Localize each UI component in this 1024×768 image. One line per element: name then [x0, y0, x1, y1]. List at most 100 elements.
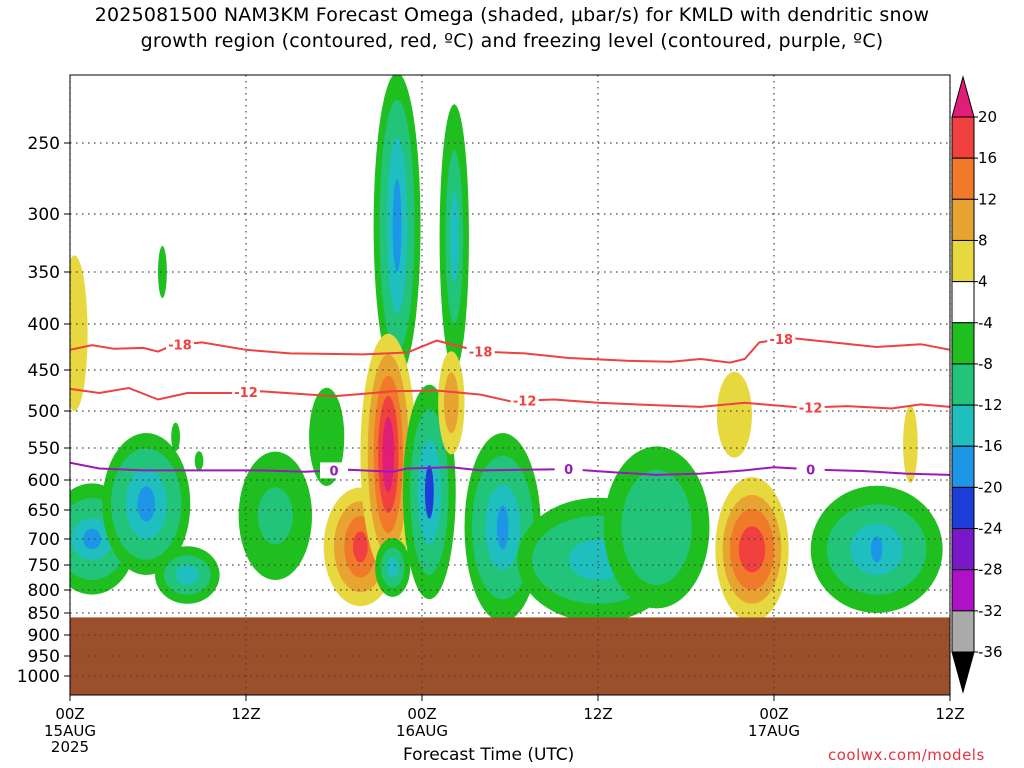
- contour-label-bg-0-2: [796, 461, 825, 478]
- contour-layer: -18 -18 -18 -12 -12 -12 0 0 0: [70, 330, 950, 479]
- contour-label-bg--18-2: [767, 330, 796, 347]
- omega-area-3-level-1: [257, 487, 293, 545]
- y-tick-label-250: 250: [28, 134, 60, 154]
- chart-title-line-1: 2025081500 NAM3KM Forecast Omega (shaded…: [94, 4, 930, 26]
- x-tick-label-48: 00Z: [759, 705, 788, 723]
- y-axis-ticks: 2503003504004505005506006507007508008509…: [17, 134, 70, 687]
- y-tick-label-600: 600: [28, 471, 60, 491]
- colorbar-label-3: 8: [978, 231, 988, 249]
- omega-area-22-level-0: [70, 255, 88, 411]
- contour-label-bg--18-1: [466, 343, 495, 360]
- x-tick-sublabel-24-0: 16AUG: [396, 722, 448, 740]
- colorbar-label-10: -24: [978, 520, 1003, 538]
- omega-area-15-level-3: [738, 526, 766, 573]
- omega-area-11-level-1: [444, 372, 459, 434]
- omega-area-0-level-3: [83, 528, 101, 550]
- y-tick-label-700: 700: [28, 530, 60, 550]
- omega-area-8-level-2: [386, 557, 399, 578]
- colorbar-bin-11: [951, 528, 975, 571]
- omega-area-12-level-3: [496, 505, 509, 550]
- contour-label-0-2: 0: [806, 463, 815, 478]
- colorbar-label-8: -16: [978, 437, 1003, 455]
- y-tick-label-450: 450: [28, 361, 60, 381]
- omega-area-16-level-0: [716, 371, 753, 458]
- colorbar-label-6: -8: [978, 355, 993, 373]
- omega-area-20-level-0: [194, 451, 204, 471]
- omega-area-9-level-3: [424, 465, 434, 519]
- colorbar-bin-1: [951, 116, 975, 159]
- colorbar-label-2: 12: [978, 190, 997, 208]
- colorbar-bin-4: [951, 239, 975, 283]
- omega-area-6-level-3: [392, 179, 402, 272]
- y-tick-label-650: 650: [28, 501, 60, 521]
- colorbar-label-4: 4: [978, 273, 988, 291]
- colorbar-bin-6: [951, 322, 975, 365]
- colorbar-label-5: -4: [978, 314, 993, 332]
- x-tick-label-60: 12Z: [935, 705, 964, 723]
- x-tick-label-36: 12Z: [583, 705, 612, 723]
- omega-area-7-level-4: [382, 416, 395, 492]
- contour-label--12-1: -12: [513, 395, 537, 410]
- contour-label--18-0: -18: [168, 338, 192, 353]
- y-tick-label-850: 850: [28, 604, 60, 624]
- contour-label-bg--12-1: [510, 392, 539, 409]
- contour--12: [70, 386, 950, 410]
- y-tick-label-550: 550: [28, 439, 60, 459]
- omega-area-1-level-3: [137, 486, 156, 522]
- colorbar-label-13: -36: [978, 643, 1003, 661]
- omega-area-21-level-0: [171, 422, 181, 452]
- x-tick-label-12: 12Z: [231, 705, 260, 723]
- contour-label-bg--12-2: [796, 399, 825, 416]
- y-tick-label-300: 300: [28, 205, 60, 225]
- colorbar-label-12: -32: [978, 602, 1003, 620]
- colorbar-bin-5: [951, 281, 975, 324]
- colorbar-label-1: 16: [978, 149, 997, 167]
- colorbar-bin-8: [951, 404, 975, 447]
- contour-label--18-2: -18: [770, 333, 794, 348]
- colorbar-bin-13: [951, 610, 975, 653]
- omega-colorbar: 20 16 12 8 4 -4 -8 -12 -16 -20 -24 -28 -32 -36: [951, 75, 1003, 694]
- contour-label-bg-0-0: [320, 462, 348, 479]
- x-tick-sublabel-48-0: 17AUG: [748, 722, 800, 740]
- omega-area-19-level-0: [158, 246, 167, 298]
- colorbar-label-0: 20: [978, 108, 997, 126]
- grid-layer: [69, 75, 951, 695]
- y-tick-label-400: 400: [28, 315, 60, 335]
- x-axis-label: Forecast Time (UTC): [403, 745, 575, 765]
- colorbar-bin-9: [951, 445, 975, 488]
- colorbar-bottom-triangle: [951, 651, 975, 694]
- contour-label--18-1: -18: [469, 346, 493, 361]
- omega-area-10-level-2: [449, 192, 459, 283]
- credit-link[interactable]: coolwx.com/models: [828, 746, 985, 764]
- x-tick-sublabel-0-0: 15AUG: [44, 722, 96, 740]
- colorbar-bin-12: [951, 569, 975, 612]
- colorbar-label-11: -28: [978, 561, 1003, 579]
- contour-label-bg--12-0: [232, 384, 260, 401]
- contour--18: [70, 336, 950, 364]
- contour-label-bg-0-1: [554, 461, 583, 478]
- contour-label-0-1: 0: [564, 463, 573, 478]
- contour-label-bg--18-0: [166, 336, 194, 353]
- y-tick-label-1000: 1000: [17, 667, 60, 687]
- omega-area-5-level-3: [353, 531, 368, 563]
- y-tick-label-900: 900: [28, 626, 60, 646]
- y-tick-label-500: 500: [28, 402, 60, 422]
- chart-title-line-2: growth region (contoured, red, ºC) and f…: [140, 30, 884, 52]
- omega-area-4-level-0: [309, 387, 345, 486]
- contour-0: [70, 461, 950, 476]
- x-tick-label-24: 00Z: [407, 705, 436, 723]
- omega-area-18-level-0: [903, 405, 918, 483]
- colorbar-bin-2: [951, 157, 975, 200]
- contour-label-0-0: 0: [329, 464, 338, 479]
- contour-label--12-2: -12: [799, 401, 823, 416]
- omega-area-14-level-1: [621, 469, 692, 585]
- y-tick-label-750: 750: [28, 556, 60, 576]
- x-tick-sublabel-0-1: 2025: [51, 738, 89, 756]
- contour-label--12-0: -12: [234, 386, 258, 401]
- x-tick-label-0: 00Z: [55, 705, 84, 723]
- omega-area-17-level-3: [870, 536, 883, 563]
- y-tick-label-950: 950: [28, 647, 60, 667]
- colorbar-bin-10: [951, 486, 975, 530]
- y-tick-label-350: 350: [28, 263, 60, 283]
